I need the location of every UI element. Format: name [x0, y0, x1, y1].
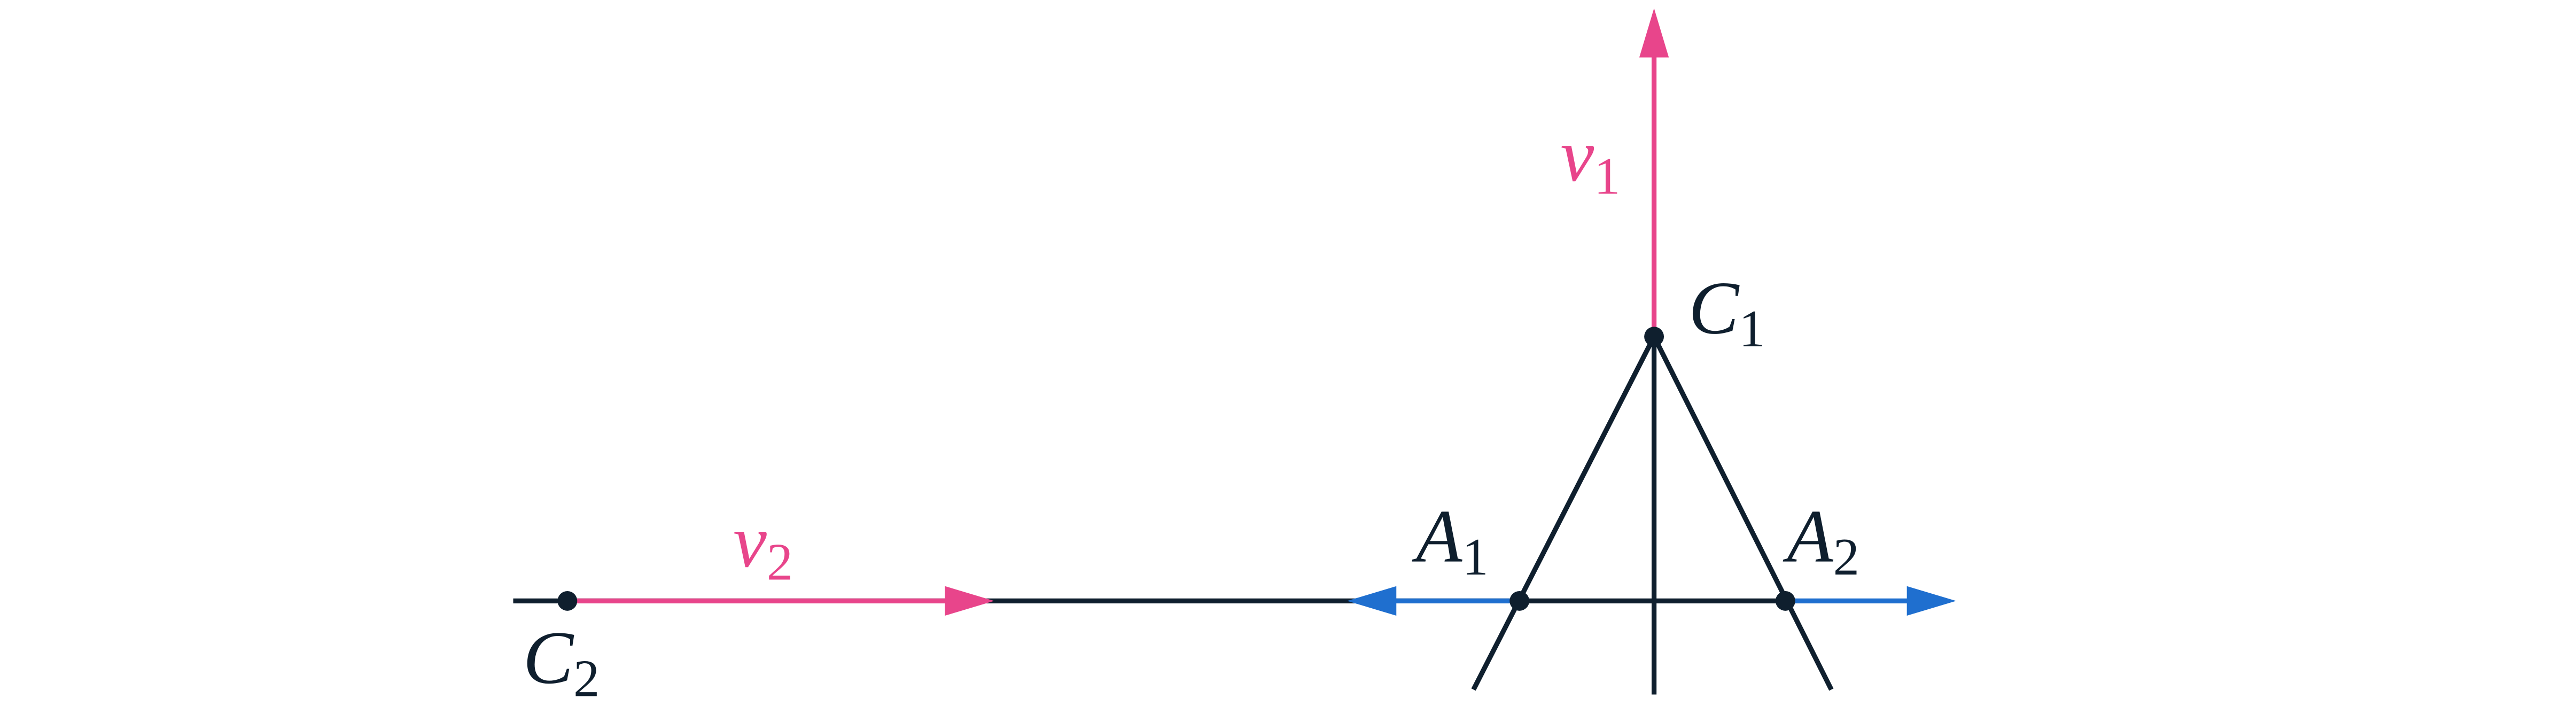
label-sub: 1	[1462, 528, 1488, 586]
label-sub: 2	[767, 533, 793, 591]
arrowhead	[1639, 8, 1669, 58]
point-a1	[1509, 591, 1530, 611]
label-base: A	[1783, 494, 1833, 578]
label-c1: C1	[1688, 266, 1765, 359]
arrowhead	[1347, 586, 1397, 616]
label-base: C	[523, 616, 574, 700]
label-base: A	[1412, 494, 1462, 578]
label-sub: 2	[1833, 528, 1859, 586]
label-base: C	[1688, 266, 1740, 350]
left-slant-line	[1471, 335, 1656, 691]
label-v1: v1	[1560, 113, 1620, 206]
label-sub: 1	[1594, 148, 1620, 206]
point-c1	[1644, 327, 1664, 347]
label-a1: A1	[1412, 494, 1488, 587]
lines	[513, 335, 1834, 695]
point-a2	[1775, 591, 1795, 611]
label-base: v	[733, 499, 767, 583]
point-c2	[557, 591, 578, 611]
label-base: v	[1560, 113, 1594, 197]
label-sub: 2	[573, 650, 600, 706]
label-v2: v2	[733, 499, 793, 592]
arrowhead	[1906, 586, 1956, 616]
label-c2: C2	[523, 616, 600, 706]
label-a2: A2	[1783, 494, 1859, 587]
arrowhead	[945, 586, 994, 616]
right-slant-line	[1652, 335, 1834, 691]
label-sub: 1	[1739, 300, 1765, 358]
points	[557, 327, 1795, 611]
